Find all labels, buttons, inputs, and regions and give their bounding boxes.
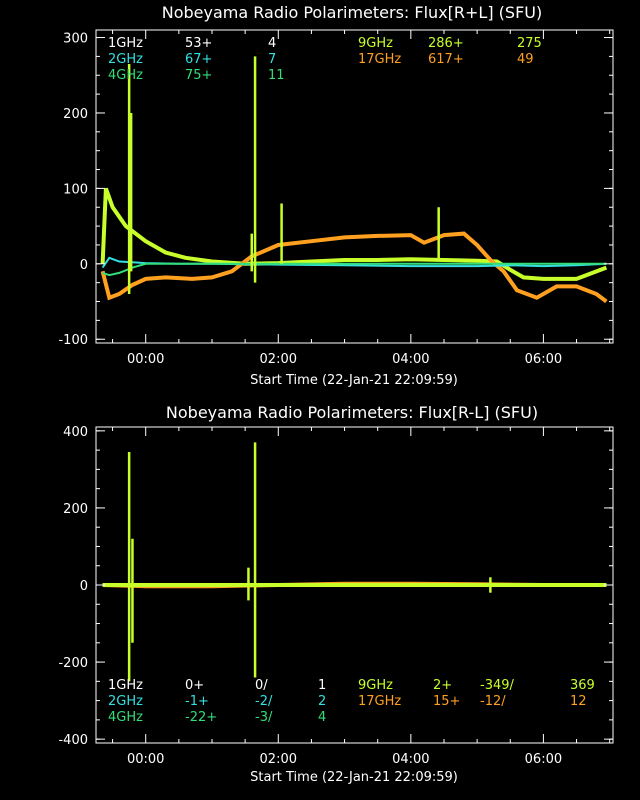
x-axis-label: Start Time (22-Jan-21 22:09:59) xyxy=(250,770,458,785)
y-tick-label: 200 xyxy=(63,502,88,517)
y-tick-label: 0 xyxy=(80,258,88,273)
legend-2GHz-band: 2GHz xyxy=(108,694,143,709)
legend-1GHz-band: 1GHz xyxy=(108,678,143,693)
y-tick-label: 0 xyxy=(80,579,88,594)
y-tick-label: 400 xyxy=(63,425,88,440)
legend-2GHz-band: 2GHz xyxy=(108,52,143,67)
y-tick-label: 300 xyxy=(63,32,88,47)
legend-2GHz-a: -1+ xyxy=(185,694,209,709)
series-line-4GHz xyxy=(102,262,607,277)
x-tick-label: 04:00 xyxy=(392,352,429,367)
x-tick-label: 06:00 xyxy=(525,352,562,367)
legend-17GHz-band: 17GHz xyxy=(358,694,401,709)
legend-2GHz-b: -2/ xyxy=(255,694,273,709)
legend-1GHz-a: 53+ xyxy=(185,36,212,51)
legend-17GHz-a: 617+ xyxy=(428,52,464,67)
legend-4GHz-b: -3/ xyxy=(255,710,273,725)
y-tick-label: 100 xyxy=(63,182,88,197)
y-tick-label: 200 xyxy=(63,107,88,122)
legend-9GHz-band: 9GHz xyxy=(358,678,393,693)
legend-4GHz-b: 11 xyxy=(268,68,285,83)
chart-title: Nobeyama Radio Polarimeters: Flux[R+L] (… xyxy=(162,3,542,22)
legend-1GHz-b: 0/ xyxy=(255,678,268,693)
legend-9GHz-band: 9GHz xyxy=(358,36,393,51)
legend-4GHz-a: -22+ xyxy=(185,710,217,725)
x-tick-label: 06:00 xyxy=(525,752,562,767)
y-tick-label: -200 xyxy=(58,656,88,671)
legend: 1GHz 0+ 0/1 2GHz -1+ -2/2 4GHz -22+ -3/4 9GHz 2+ -3… xyxy=(108,678,595,725)
plot-area xyxy=(102,442,607,682)
legend-4GHz-c: 4 xyxy=(318,710,326,725)
legend-4GHz-band: 4GHz xyxy=(108,710,143,725)
legend-17GHz-band: 17GHz xyxy=(358,52,401,67)
plot-area xyxy=(100,56,608,304)
legend-4GHz-a: 75+ xyxy=(185,68,212,83)
series-line-17GHz xyxy=(100,231,608,304)
legend-2GHz-a: 67+ xyxy=(185,52,212,67)
chart-title: Nobeyama Radio Polarimeters: Flux[R-L] (… xyxy=(166,403,538,422)
legend-1GHz-band: 1GHz xyxy=(108,36,143,51)
legend-9GHz-b: 275 xyxy=(517,36,542,51)
legend-2GHz-c: 2 xyxy=(318,694,326,709)
panel-flux-r-plus-l: Nobeyama Radio Polarimeters: Flux[R+L] (… xyxy=(58,3,614,388)
legend-4GHz-band: 4GHz xyxy=(108,68,143,83)
legend-1GHz-c: 1 xyxy=(318,678,326,693)
y-tick-label: -100 xyxy=(58,333,88,348)
legend-17GHz-c: 12 xyxy=(570,694,587,709)
x-tick-label: 00:00 xyxy=(127,352,164,367)
legend-17GHz-a: 15+ xyxy=(433,694,460,709)
legend-17GHz-b: 49 xyxy=(517,52,534,67)
series-line-9GHz xyxy=(100,187,608,281)
x-tick-label: 00:00 xyxy=(127,752,164,767)
x-tick-label: 04:00 xyxy=(392,752,429,767)
legend-2GHz-b: 7 xyxy=(268,52,276,67)
panel-flux-r-minus-l: Nobeyama Radio Polarimeters: Flux[R-L] (… xyxy=(58,403,614,785)
plot-frame xyxy=(95,29,614,344)
x-tick-label: 02:00 xyxy=(260,352,297,367)
legend-17GHz-b: -12/ xyxy=(480,694,506,709)
legend-9GHz-c: 369 xyxy=(570,678,595,693)
legend-1GHz-b: 4 xyxy=(268,36,276,51)
x-tick-label: 02:00 xyxy=(260,752,297,767)
legend: 1GHz 53+ 4 2GHz 67+ 7 4GHz 75+ 11 9GHz 286+ 275 17GH… xyxy=(108,36,542,83)
legend-1GHz-a: 0+ xyxy=(185,678,204,693)
x-axis-label: Start Time (22-Jan-21 22:09:59) xyxy=(250,373,458,388)
legend-9GHz-b: -349/ xyxy=(480,678,515,693)
legend-9GHz-a: 2+ xyxy=(433,678,452,693)
axes: -100 0 100 200 300 00:00 02:00 04:00 06:00 xyxy=(58,30,613,367)
y-tick-label: -400 xyxy=(58,733,88,748)
axes: -400 -200 0 200 400 00:00 02:00 04:00 06:00 xyxy=(58,425,613,767)
legend-9GHz-a: 286+ xyxy=(428,36,464,51)
